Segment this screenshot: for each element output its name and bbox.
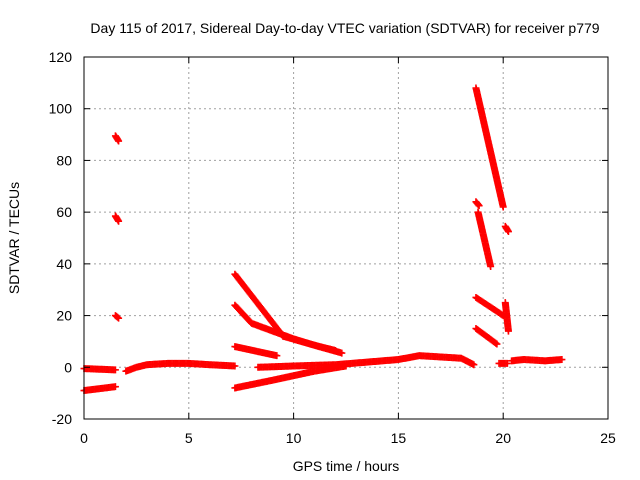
x-tick-label: 10 bbox=[286, 430, 302, 446]
x-tick-label: 20 bbox=[495, 430, 511, 446]
chart-title: Day 115 of 2017, Sidereal Day-to-day VTE… bbox=[90, 20, 599, 36]
y-tick-label: 120 bbox=[49, 49, 73, 65]
x-tick-label: 0 bbox=[80, 430, 88, 446]
data-point bbox=[111, 383, 119, 391]
axis-ticks: 0 5 10 15 20 25 -20 0 20 40 60 80 100 120 bbox=[49, 49, 616, 446]
data-point bbox=[487, 262, 495, 270]
data-point bbox=[503, 359, 511, 367]
data-point bbox=[115, 217, 123, 225]
data-point bbox=[475, 202, 483, 210]
y-tick-label: 40 bbox=[56, 256, 72, 272]
data-point bbox=[231, 362, 239, 370]
data-point bbox=[273, 352, 281, 360]
y-tick-label: 60 bbox=[56, 204, 72, 220]
y-axis-label: SDTVAR / TECUs bbox=[6, 182, 22, 294]
data-point bbox=[111, 366, 119, 374]
x-axis-label: GPS time / hours bbox=[293, 458, 400, 474]
data-point bbox=[115, 137, 123, 145]
data-point bbox=[493, 340, 501, 348]
data-points bbox=[80, 84, 566, 395]
y-tick-label: -20 bbox=[52, 411, 72, 427]
y-tick-label: 80 bbox=[56, 152, 72, 168]
data-point bbox=[115, 314, 123, 322]
data-point bbox=[504, 228, 512, 236]
y-tick-label: 20 bbox=[56, 308, 72, 324]
data-point bbox=[504, 327, 512, 335]
y-tick-label: 100 bbox=[49, 101, 73, 117]
data-point bbox=[499, 203, 507, 211]
x-tick-label: 25 bbox=[600, 430, 616, 446]
data-point bbox=[492, 339, 500, 347]
data-point bbox=[558, 356, 566, 364]
plot-frame bbox=[83, 56, 609, 420]
data-point bbox=[338, 349, 346, 357]
data-point bbox=[332, 346, 340, 354]
data-point bbox=[470, 361, 478, 369]
x-tick-label: 5 bbox=[185, 430, 193, 446]
x-tick-label: 15 bbox=[391, 430, 407, 446]
y-tick-label: 0 bbox=[64, 359, 72, 375]
data-point bbox=[114, 313, 122, 321]
